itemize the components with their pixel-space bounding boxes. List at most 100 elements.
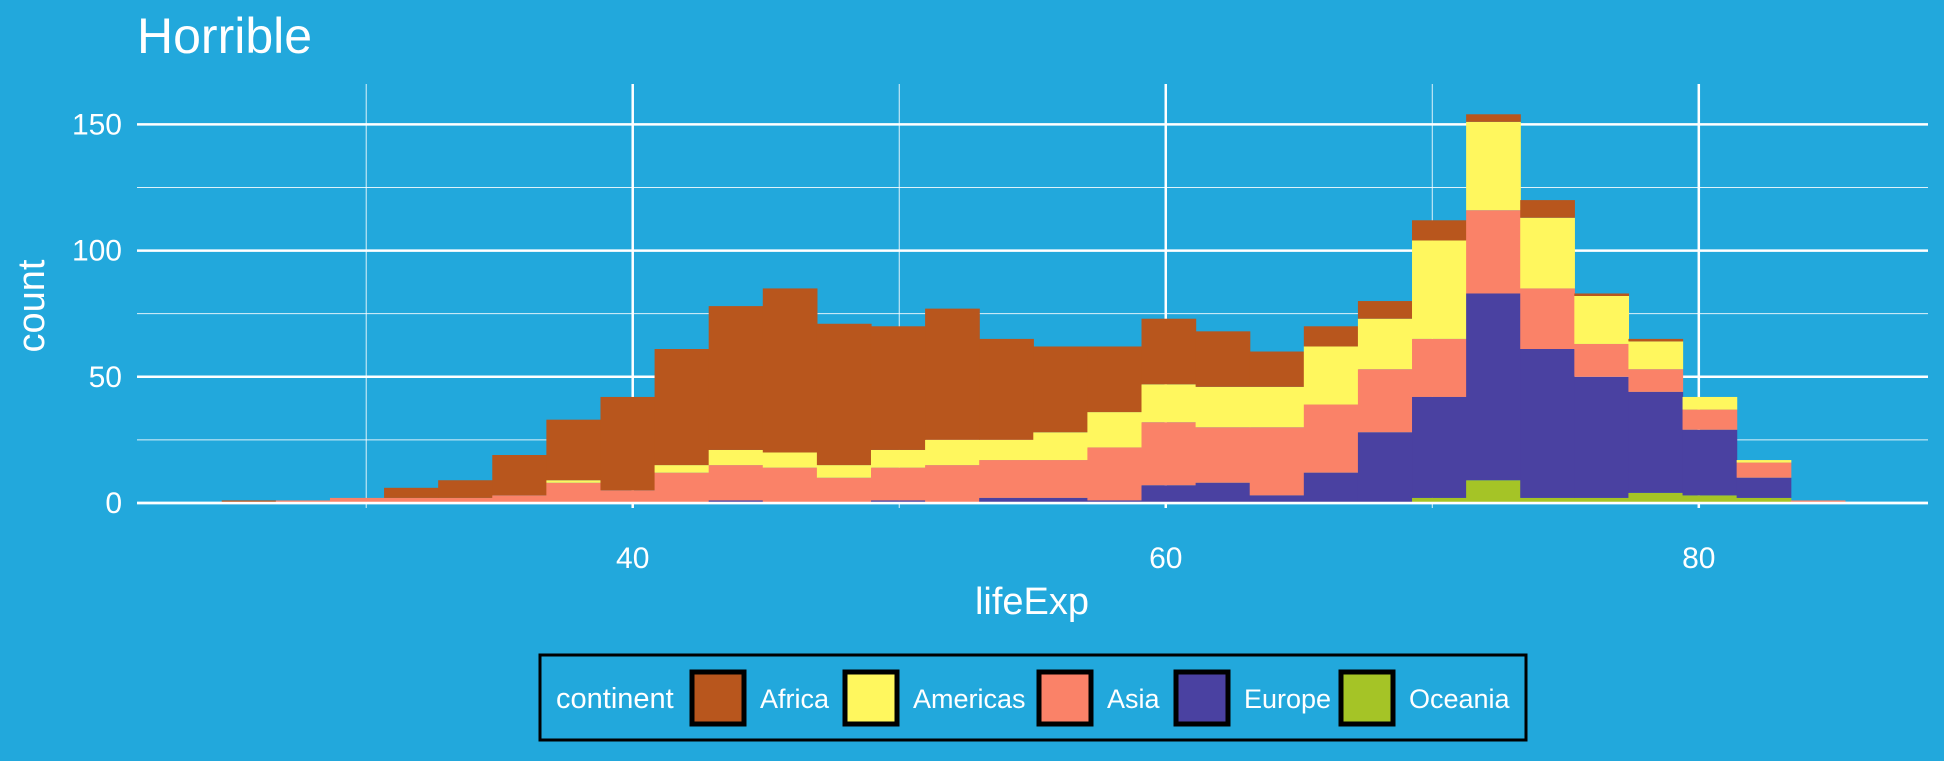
legend-items: Africa Americas Asia Europe Oceania xyxy=(689,669,1511,727)
legend-label-africa: Africa xyxy=(760,684,830,714)
histogram-bar-americas xyxy=(1141,384,1197,423)
histogram-bar-asia xyxy=(708,465,764,501)
histogram-bar-europe xyxy=(1303,472,1359,503)
histogram-bar-africa xyxy=(1520,200,1575,218)
histogram-bar-asia xyxy=(1682,409,1738,430)
histogram-bar-asia xyxy=(654,472,710,503)
histogram-bar-africa xyxy=(979,338,1034,440)
legend-key-americas xyxy=(842,669,900,727)
histogram-bar-americas xyxy=(1412,240,1467,339)
histogram-bar-asia xyxy=(600,490,656,503)
tick-labels: 40 60 80 0 50 100 150 xyxy=(72,108,1716,575)
histogram-bar-asia xyxy=(492,495,547,503)
histogram-bar-asia xyxy=(275,500,331,503)
histogram-bar-asia xyxy=(384,497,439,503)
histogram-bar-asia xyxy=(438,497,493,503)
histogram-bar-americas xyxy=(1736,460,1792,463)
x-tick-label: 40 xyxy=(616,542,649,575)
histogram-bar-americas xyxy=(708,449,764,466)
y-tick-label: 50 xyxy=(89,361,122,394)
histogram-bar-americas xyxy=(870,449,926,468)
histogram-bar-asia xyxy=(1574,343,1630,377)
histogram-bar-asia xyxy=(1736,462,1792,478)
legend-key-europe xyxy=(1173,669,1231,727)
x-tick-label: 60 xyxy=(1149,542,1182,575)
x-axis-label: lifeExp xyxy=(975,581,1089,623)
histogram-bar-europe xyxy=(1087,500,1143,503)
histogram-bar-asia xyxy=(1790,500,1846,503)
histogram-bar-europe xyxy=(1033,497,1089,503)
legend-label-europe: Europe xyxy=(1244,684,1331,714)
histogram-bar-africa xyxy=(1357,301,1413,319)
legend-label-asia: Asia xyxy=(1107,684,1161,714)
histogram-bar-africa xyxy=(1628,338,1684,342)
histogram-bar-americas xyxy=(654,465,710,473)
histogram-bar-africa xyxy=(600,396,656,491)
histogram-bar-africa xyxy=(546,419,602,481)
legend-key-africa xyxy=(689,669,747,727)
histogram-bar-europe xyxy=(1736,477,1792,498)
histogram-bar-africa xyxy=(762,288,818,453)
histogram-bar-asia xyxy=(1357,369,1413,433)
histogram-bar-americas xyxy=(1466,121,1521,211)
histogram-bar-oceania xyxy=(1412,497,1467,503)
histogram-bar-europe xyxy=(1574,376,1630,498)
legend-box xyxy=(538,653,1528,742)
bars xyxy=(221,114,1846,503)
histogram-bar-americas xyxy=(1195,386,1251,428)
histogram-bar-americas xyxy=(1682,396,1738,410)
histogram-bar-africa xyxy=(1412,220,1467,241)
histogram-bar-africa xyxy=(1141,318,1197,385)
histogram-bar-americas xyxy=(1033,432,1089,461)
histogram-bar-africa xyxy=(925,308,980,440)
y-tick-label: 150 xyxy=(72,108,122,141)
histogram-bar-asia xyxy=(1466,210,1521,294)
legend-label-americas: Americas xyxy=(913,684,1026,714)
histogram-bar-europe xyxy=(1141,485,1197,503)
histogram-bar-americas xyxy=(1357,318,1413,370)
histogram-bar-africa xyxy=(870,326,926,450)
histogram-bar-europe xyxy=(1466,293,1521,481)
histogram-bar-oceania xyxy=(1574,497,1630,503)
histogram-bar-europe xyxy=(1357,432,1413,503)
histogram-bar-americas xyxy=(1249,386,1305,428)
histogram-bar-americas xyxy=(762,452,818,468)
histogram-bar-americas xyxy=(1087,412,1143,448)
histogram-bar-europe xyxy=(1682,429,1738,496)
histogram-bar-oceania xyxy=(1520,497,1575,503)
y-axis-label: count xyxy=(11,259,53,352)
chart-title: Horrible xyxy=(137,8,312,64)
histogram-bar-africa xyxy=(654,349,710,466)
histogram-bar-africa xyxy=(708,306,764,450)
histogram-bar-europe xyxy=(1412,396,1467,498)
legend: continent Africa Americas Asia Europe Oceani… xyxy=(538,653,1528,742)
histogram-bar-africa xyxy=(1303,326,1359,347)
histogram-bar-asia xyxy=(1249,427,1305,496)
histogram-bar-europe xyxy=(1195,482,1251,503)
histogram-bar-europe xyxy=(870,500,926,503)
histogram-bar-africa xyxy=(1087,346,1143,413)
histogram-bar-americas xyxy=(1520,217,1575,289)
histogram-bar-americas xyxy=(816,465,872,478)
histogram-bar-africa xyxy=(438,480,493,498)
histogram-bar-asia xyxy=(1303,404,1359,473)
histogram-bar-americas xyxy=(925,439,980,466)
histogram-bar-europe xyxy=(1520,349,1575,498)
histogram-bar-europe xyxy=(1249,495,1305,503)
histogram-bar-asia xyxy=(762,467,818,503)
histogram-bar-asia xyxy=(925,465,980,503)
histogram-bar-oceania xyxy=(1736,497,1792,503)
histogram-bar-asia xyxy=(870,467,926,501)
histogram-bar-asia xyxy=(1033,460,1089,498)
histogram-bar-africa xyxy=(1466,114,1521,122)
histogram-bar-africa xyxy=(1195,331,1251,387)
histogram-bar-asia xyxy=(816,477,872,503)
legend-label-oceania: Oceania xyxy=(1409,684,1511,714)
histogram-bar-europe xyxy=(979,497,1034,503)
histogram-bar-europe xyxy=(1628,391,1684,493)
histogram-bar-americas xyxy=(979,439,1034,461)
histogram-bar-africa xyxy=(492,455,547,496)
histogram-bar-africa xyxy=(1033,346,1089,433)
